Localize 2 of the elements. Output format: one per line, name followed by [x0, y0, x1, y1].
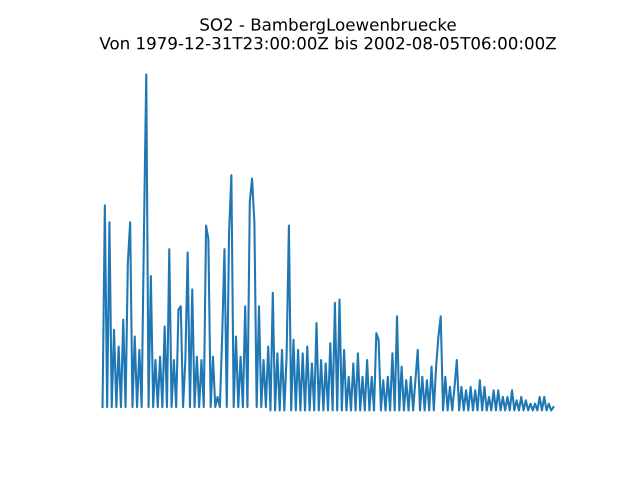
chart-title: SO2 - BambergLoewenbruecke	[200, 18, 456, 34]
chart-subtitle: Von 1979-12-31T23:00:00Z bis 2002-08-05T06:00:00Z	[99, 36, 556, 50]
